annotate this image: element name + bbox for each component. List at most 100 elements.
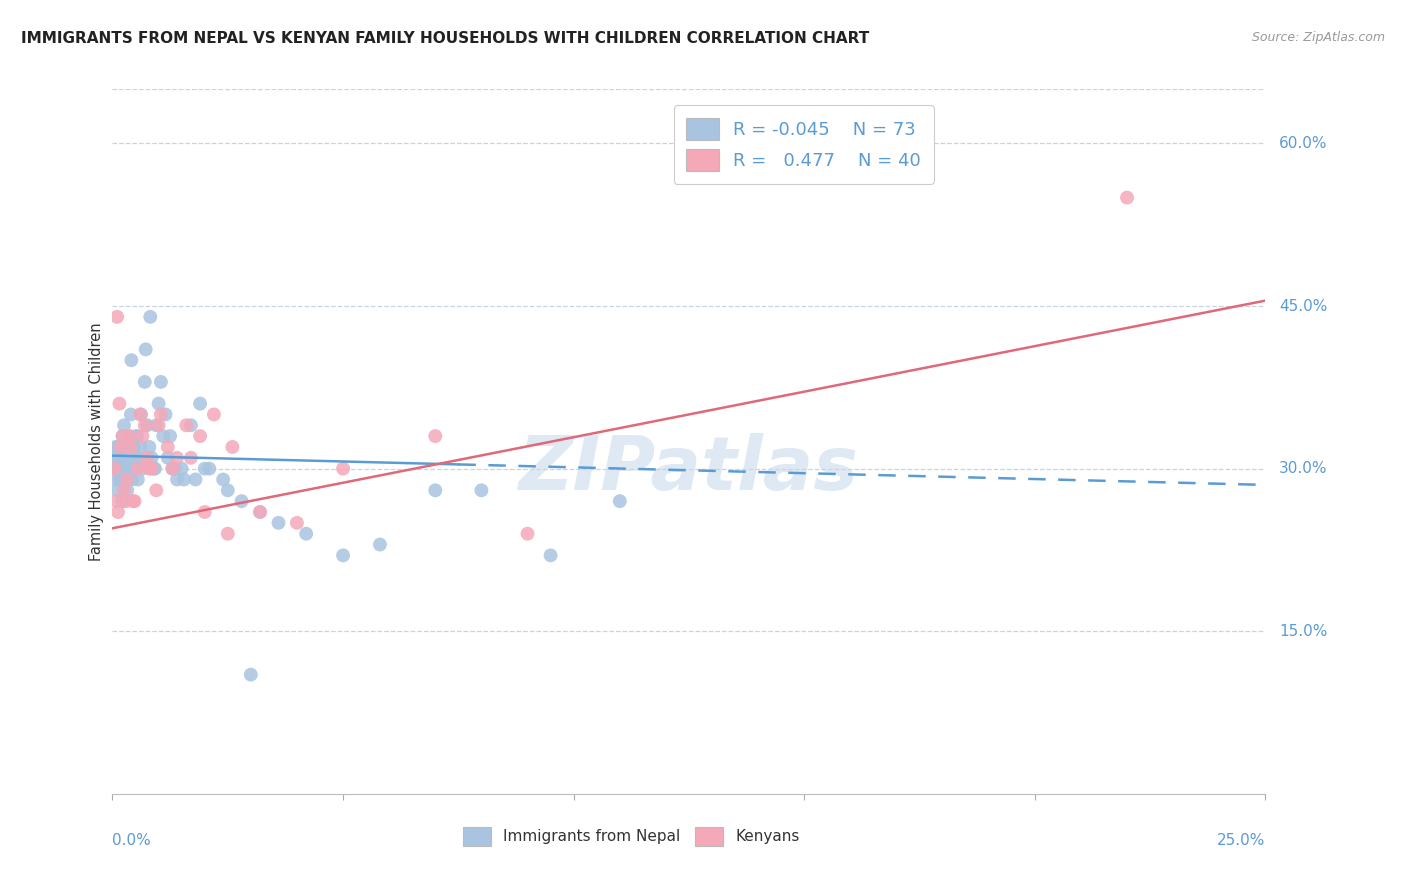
Point — [104, 440, 127, 454]
Point — [198, 461, 221, 475]
Point — [143, 461, 166, 475]
Point — [120, 353, 142, 368]
Point — [180, 450, 202, 465]
Point — [136, 418, 159, 433]
Y-axis label: Family Households with Children: Family Households with Children — [89, 322, 104, 561]
Point — [194, 461, 217, 475]
Point — [170, 461, 193, 475]
Point — [285, 516, 308, 530]
Point — [120, 408, 142, 422]
Point — [115, 494, 138, 508]
Point — [108, 396, 131, 410]
Point — [141, 450, 163, 465]
Point — [120, 440, 142, 454]
Point — [249, 505, 271, 519]
Point — [425, 483, 447, 498]
Point — [138, 440, 160, 454]
Point — [148, 418, 170, 433]
Point — [184, 473, 207, 487]
Point — [166, 473, 188, 487]
Point — [108, 461, 131, 475]
Point — [112, 418, 135, 433]
Point — [108, 473, 131, 487]
Point — [124, 494, 146, 508]
Text: 30.0%: 30.0% — [1279, 461, 1327, 476]
Point — [114, 461, 136, 475]
Point — [107, 440, 129, 454]
Point — [332, 549, 354, 563]
Text: 60.0%: 60.0% — [1279, 136, 1327, 151]
Legend: Immigrants from Nepal, Kenyans: Immigrants from Nepal, Kenyans — [456, 819, 807, 853]
Point — [111, 429, 134, 443]
Point — [127, 473, 149, 487]
Point — [115, 483, 138, 498]
Point — [105, 461, 128, 475]
Point — [134, 375, 156, 389]
Text: 45.0%: 45.0% — [1279, 299, 1327, 313]
Point — [368, 537, 391, 551]
Point — [217, 526, 239, 541]
Point — [110, 450, 132, 465]
Point — [111, 473, 134, 487]
Point — [138, 461, 160, 475]
Text: 25.0%: 25.0% — [1218, 832, 1265, 847]
Point — [180, 418, 202, 433]
Point — [231, 494, 253, 508]
Point — [114, 440, 136, 454]
Point — [156, 440, 179, 454]
Point — [112, 483, 135, 498]
Point — [118, 450, 141, 465]
Point — [107, 505, 129, 519]
Point — [267, 516, 290, 530]
Point — [609, 494, 631, 508]
Point — [131, 461, 153, 475]
Point — [105, 483, 128, 498]
Point — [129, 408, 152, 422]
Point — [105, 494, 128, 508]
Point — [107, 450, 129, 465]
Point — [131, 429, 153, 443]
Point — [202, 408, 225, 422]
Point — [141, 461, 163, 475]
Point — [1116, 191, 1139, 205]
Point — [162, 461, 184, 475]
Point — [163, 461, 186, 475]
Point — [115, 461, 138, 475]
Point — [152, 429, 174, 443]
Point — [148, 396, 170, 410]
Point — [105, 473, 128, 487]
Text: IMMIGRANTS FROM NEPAL VS KENYAN FAMILY HOUSEHOLDS WITH CHILDREN CORRELATION CHAR: IMMIGRANTS FROM NEPAL VS KENYAN FAMILY H… — [21, 31, 869, 46]
Point — [104, 461, 127, 475]
Point — [145, 418, 167, 433]
Text: 0.0%: 0.0% — [112, 832, 152, 847]
Point — [121, 473, 143, 487]
Point — [115, 473, 138, 487]
Point — [516, 526, 538, 541]
Point — [136, 450, 159, 465]
Point — [239, 667, 262, 681]
Point — [125, 429, 148, 443]
Point — [105, 310, 128, 324]
Point — [212, 473, 235, 487]
Point — [128, 450, 150, 465]
Point — [188, 429, 211, 443]
Point — [295, 526, 318, 541]
Text: ZIPatlas: ZIPatlas — [519, 434, 859, 507]
Point — [125, 429, 148, 443]
Point — [117, 429, 139, 443]
Point — [129, 408, 152, 422]
Point — [221, 440, 243, 454]
Point — [159, 429, 181, 443]
Point — [122, 440, 145, 454]
Point — [470, 483, 492, 498]
Point — [117, 450, 139, 465]
Point — [134, 418, 156, 433]
Point — [124, 461, 146, 475]
Point — [540, 549, 562, 563]
Point — [135, 343, 157, 357]
Point — [174, 418, 197, 433]
Point — [129, 440, 152, 454]
Point — [143, 461, 166, 475]
Point — [156, 450, 179, 465]
Text: Source: ZipAtlas.com: Source: ZipAtlas.com — [1251, 31, 1385, 45]
